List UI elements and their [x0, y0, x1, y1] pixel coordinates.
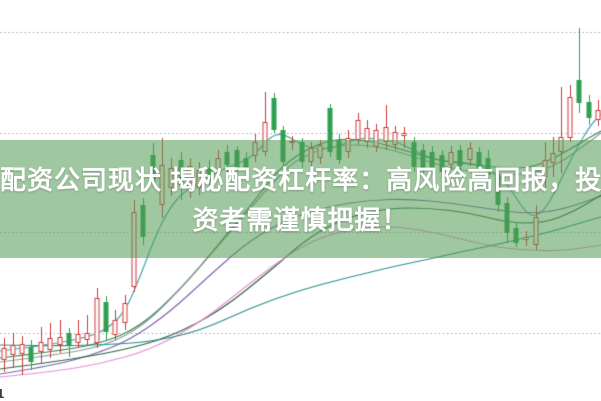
kline-chart-page: 配资公司现状 揭秘配资杠杆率：高风险高回报，投 资者需谨慎把握！ 1	[0, 0, 601, 401]
candlestick-chart-canvas	[0, 0, 601, 401]
